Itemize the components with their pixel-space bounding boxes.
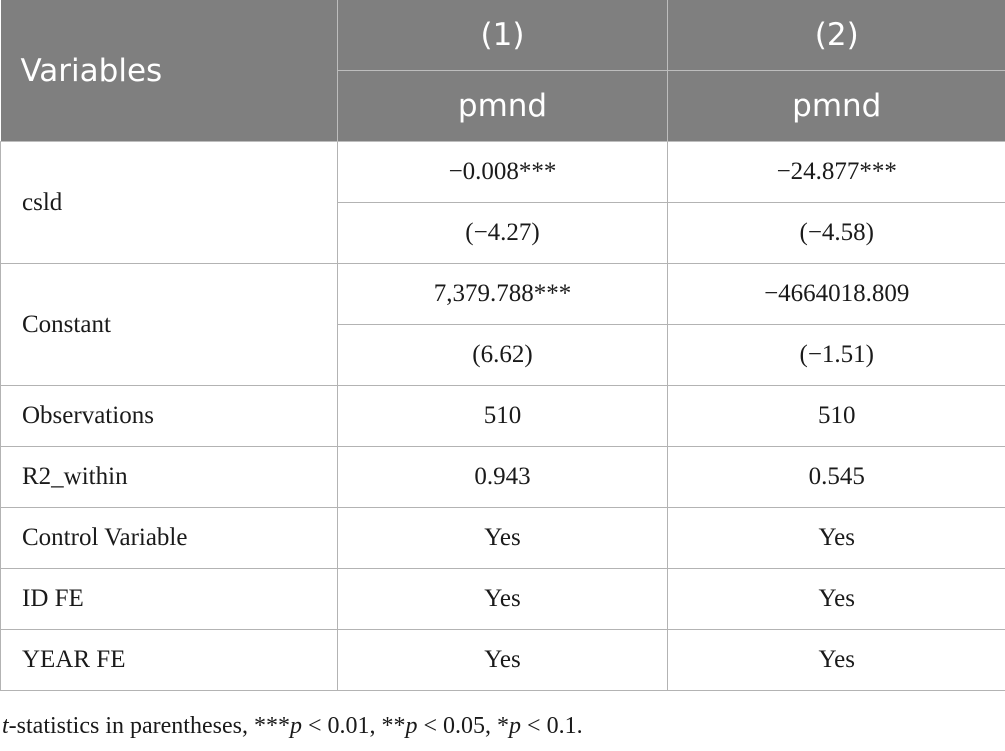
table-row: ID FE Yes Yes [0, 568, 1005, 630]
footnote-text-3: < 0.05, * [417, 713, 510, 739]
csld-col2-tstat: (−4.58) [667, 202, 1005, 264]
footnote-p3-italic: p [509, 713, 522, 739]
year-fe-col2: Yes [667, 629, 1005, 691]
csld-col1-coefficient: −0.008*** [337, 141, 668, 203]
table-row: Constant 7,379.788*** −4664018.809 [0, 263, 1005, 386]
table-row: R2_within 0.943 0.545 [0, 446, 1005, 508]
r2-within-col1: 0.943 [337, 446, 668, 508]
control-variable-col2: Yes [667, 507, 1005, 569]
header-row-numbers: Variables (1) (2) [0, 0, 1005, 142]
constant-col1-tstat: (6.62) [337, 324, 668, 386]
constant-col2-tstat: (−1.51) [667, 324, 1005, 386]
constant-col2-coefficient: −4664018.809 [667, 263, 1005, 325]
table-header: Variables (1) (2) pmnd pmnd [0, 0, 1005, 142]
table-row: Observations 510 510 [0, 385, 1005, 447]
variables-header: Variables [0, 0, 338, 142]
footnote-p2-italic: p [405, 713, 418, 739]
regression-table: Variables (1) (2) pmnd pmnd csld −0.008*… [0, 0, 1005, 691]
regression-table-container: Variables (1) (2) pmnd pmnd csld −0.008*… [0, 0, 1005, 691]
col1-number-header: (1) [337, 0, 668, 71]
id-fe-col1: Yes [337, 568, 668, 630]
row-label-id-fe: ID FE [0, 568, 338, 630]
footnote-text-1: -statistics in parentheses, *** [8, 713, 290, 739]
year-fe-col1: Yes [337, 629, 668, 691]
control-variable-col1: Yes [337, 507, 668, 569]
table-row: Control Variable Yes Yes [0, 507, 1005, 569]
row-label-r2-within: R2_within [0, 446, 338, 508]
observations-col1: 510 [337, 385, 668, 447]
table-footnote: t-statistics in parentheses, ***p < 0.01… [2, 713, 583, 740]
r2-within-col2: 0.545 [667, 446, 1005, 508]
footnote-t-italic: t [2, 713, 9, 739]
row-label-csld: csld [0, 141, 338, 264]
table-row: csld −0.008*** −24.877*** [0, 141, 1005, 264]
constant-col1-coefficient: 7,379.788*** [337, 263, 668, 325]
col2-number-header: (2) [667, 0, 1005, 71]
row-label-observations: Observations [0, 385, 338, 447]
row-label-constant: Constant [0, 263, 338, 386]
footnote-text-2: < 0.01, ** [301, 713, 406, 739]
csld-col1-tstat: (−4.27) [337, 202, 668, 264]
table-row: YEAR FE Yes Yes [0, 629, 1005, 691]
footnote-p1-italic: p [289, 713, 302, 739]
table-row: (6.62) (−1.51) [1, 324, 1005, 386]
observations-col2: 510 [667, 385, 1005, 447]
table-row: (−4.27) (−4.58) [1, 202, 1005, 264]
col1-dependent-header: pmnd [337, 70, 668, 142]
id-fe-col2: Yes [667, 568, 1005, 630]
csld-col2-coefficient: −24.877*** [667, 141, 1005, 203]
footnote-text-4: < 0.1. [521, 713, 583, 739]
table-body: csld −0.008*** −24.877*** (−4.27) (−4.58… [0, 141, 1005, 691]
row-label-year-fe: YEAR FE [0, 629, 338, 691]
row-label-control-variable: Control Variable [0, 507, 338, 569]
col2-dependent-header: pmnd [667, 70, 1005, 142]
